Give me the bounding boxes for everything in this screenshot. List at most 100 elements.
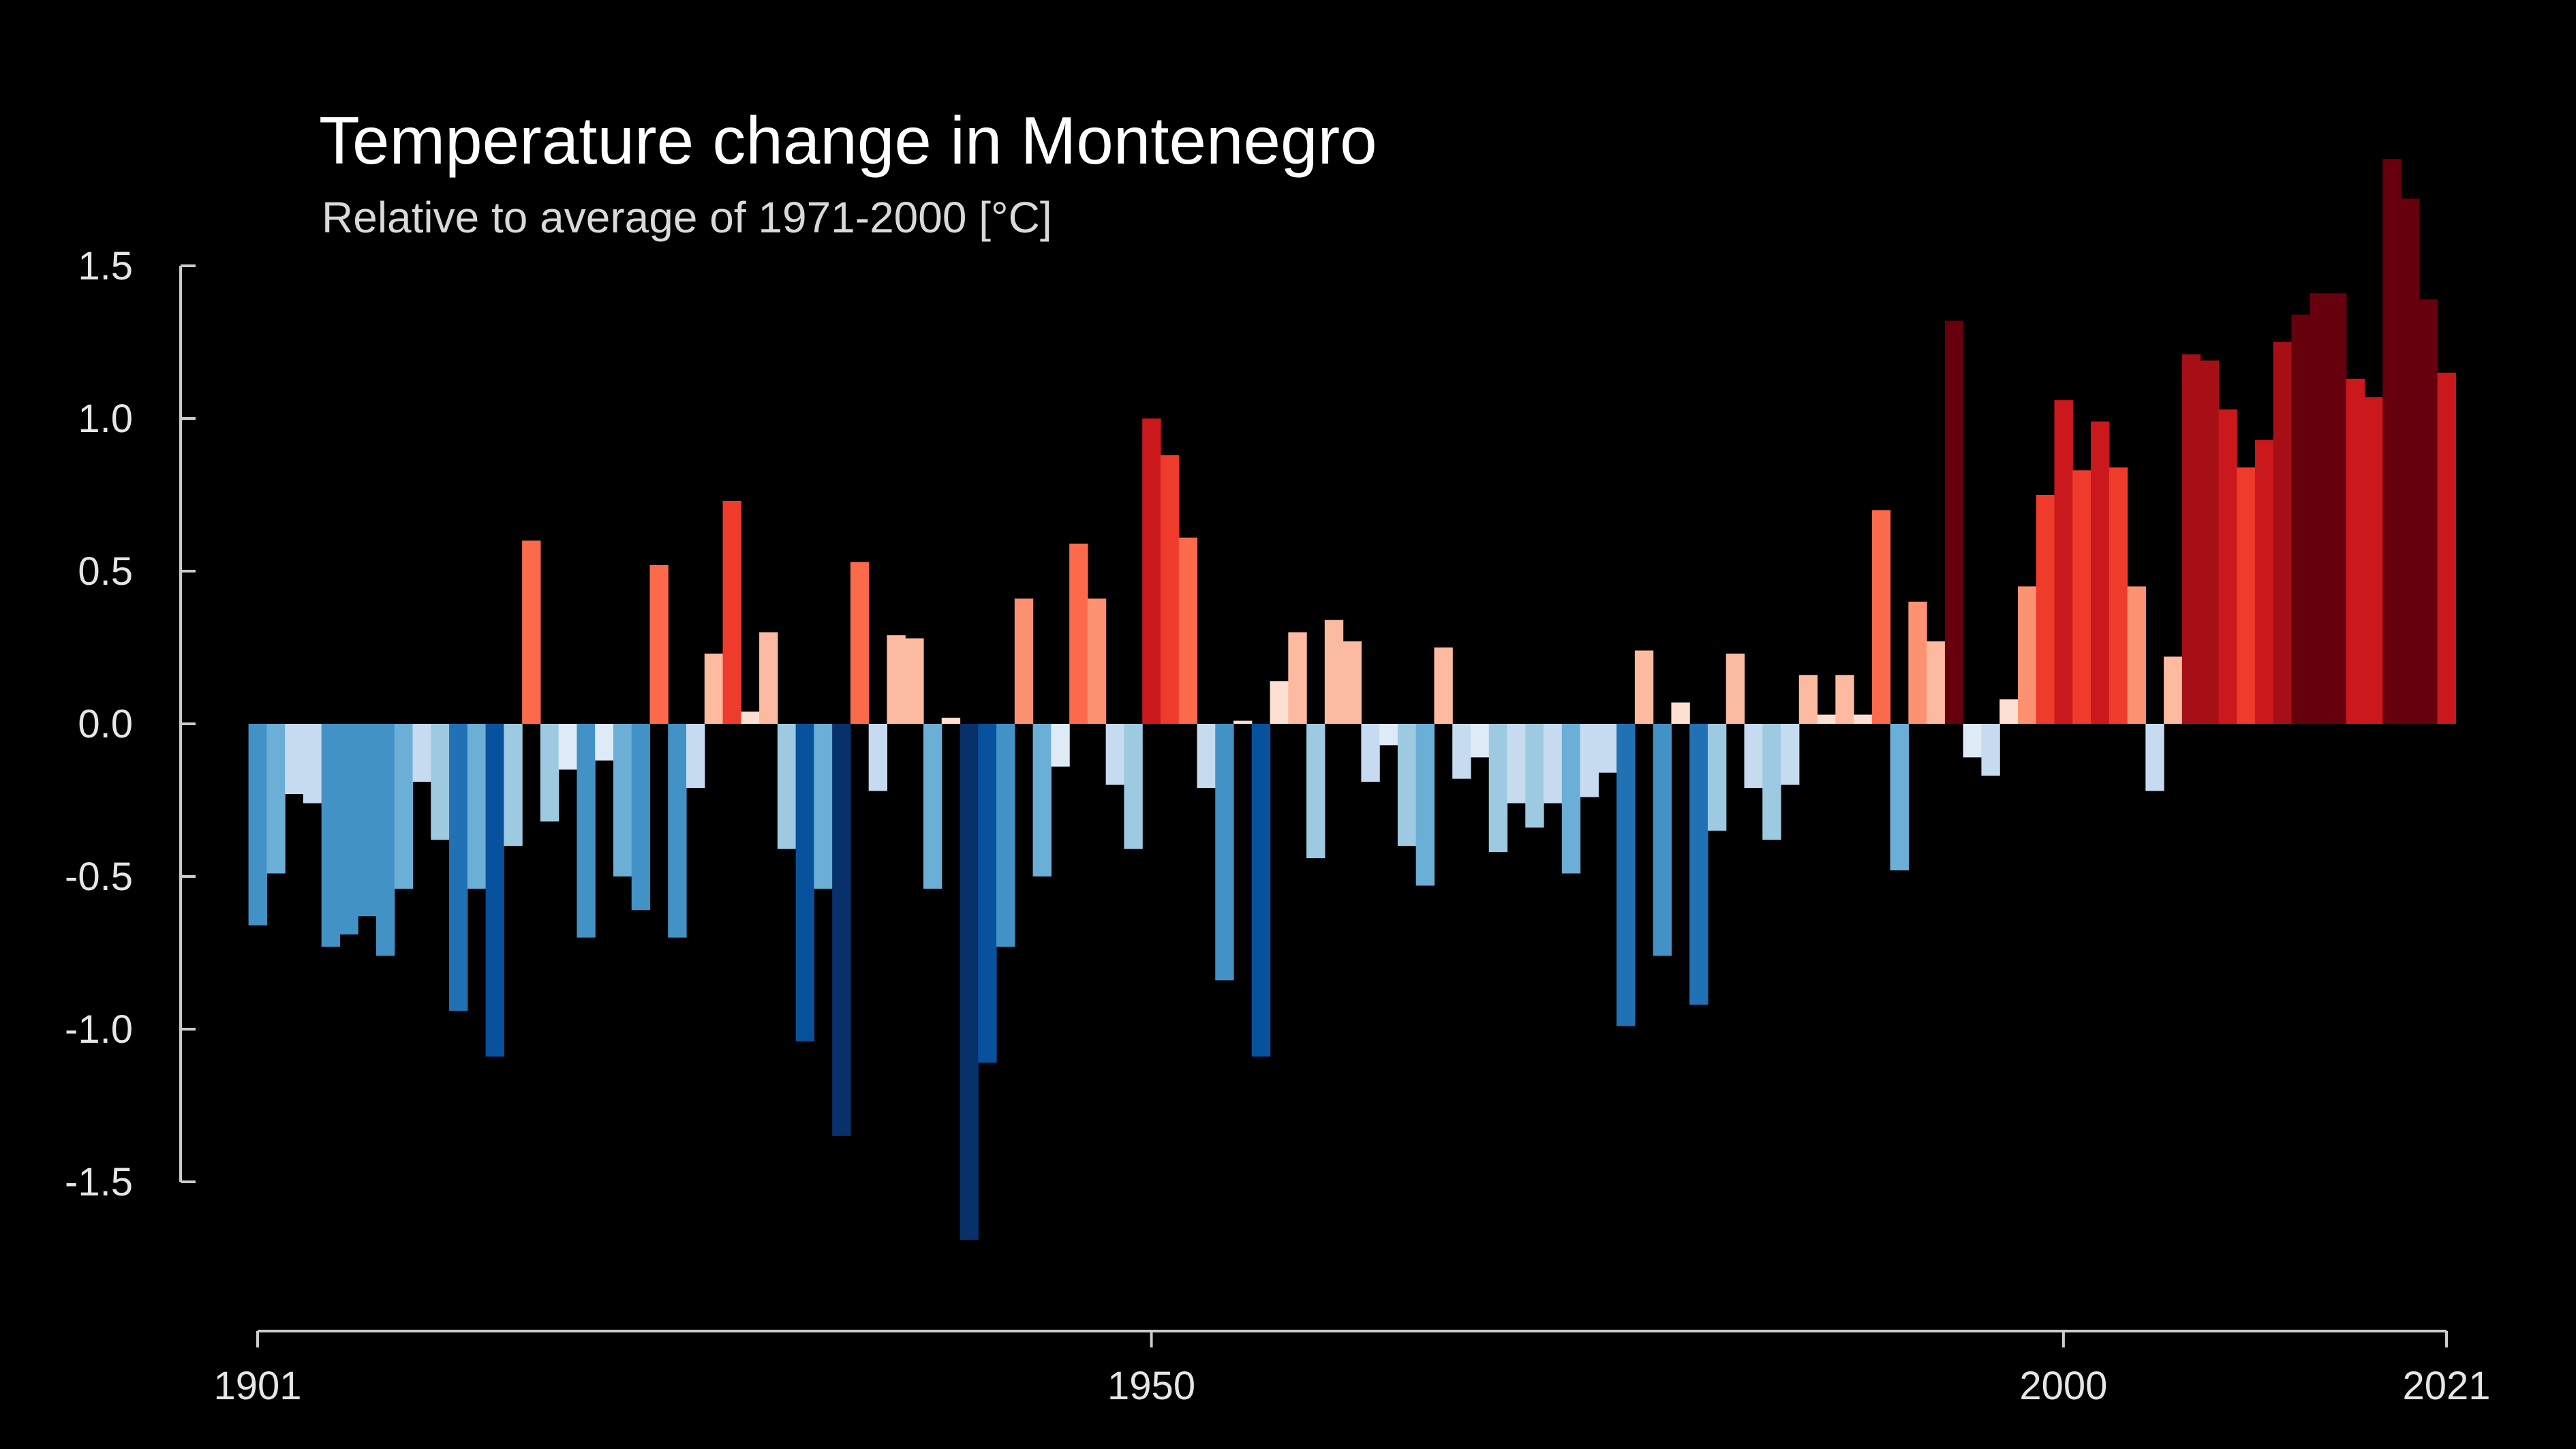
bar-1956	[1251, 724, 1271, 1057]
bar-1932	[814, 724, 833, 889]
bar-1996	[1981, 724, 2000, 776]
bar-2003	[2109, 467, 2128, 724]
bar-1925	[686, 724, 705, 789]
bar-1936	[887, 635, 906, 724]
bars-group	[248, 159, 2456, 1240]
bar-1949	[1124, 724, 1143, 849]
bar-1969	[1488, 724, 1508, 853]
y-tick-label: -0.5	[65, 855, 133, 899]
chart-title: Temperature change in Montenegro	[319, 103, 1377, 178]
bar-1929	[759, 632, 778, 724]
bar-1971	[1525, 724, 1544, 828]
bar-1914	[485, 724, 504, 1057]
bar-1980	[1689, 724, 1708, 1005]
bar-1986	[1798, 675, 1818, 724]
bar-1984	[1762, 724, 1781, 840]
bar-2008	[2200, 360, 2220, 724]
bar-2018	[2382, 159, 2402, 724]
bar-1990	[1871, 510, 1891, 724]
bar-2000	[2054, 400, 2073, 724]
bar-1948	[1105, 724, 1125, 785]
bar-1983	[1744, 724, 1763, 789]
bar-1933	[832, 724, 851, 1136]
bar-1915	[504, 724, 523, 846]
bar-1952	[1178, 537, 1198, 724]
bar-1967	[1452, 724, 1471, 779]
bar-1960	[1324, 620, 1344, 724]
x-tick-label: 1950	[1107, 1364, 1195, 1408]
y-tick-label: 1.0	[78, 397, 133, 441]
bar-1987	[1817, 714, 1836, 724]
bar-1913	[467, 724, 487, 889]
bar-1937	[905, 638, 924, 724]
bar-2006	[2164, 656, 2183, 724]
bar-1906	[339, 724, 358, 935]
bar-1927	[722, 500, 741, 724]
x-tick-label: 2021	[2402, 1364, 2490, 1408]
bar-1997	[1999, 699, 2019, 724]
bar-1966	[1434, 647, 1453, 724]
bar-1901	[248, 724, 267, 926]
bar-1912	[449, 724, 468, 1011]
bar-2011	[2254, 440, 2274, 724]
bar-2017	[2364, 397, 2383, 724]
bar-1938	[923, 724, 942, 889]
bar-2001	[2072, 470, 2091, 724]
x-axis: 1901 1950 2000 2021	[213, 1330, 2491, 1408]
y-tick-label: 0.0	[78, 702, 133, 746]
bar-2021	[2437, 372, 2456, 724]
bar-1970	[1507, 724, 1526, 804]
bar-1907	[358, 724, 377, 917]
bar-1951	[1160, 455, 1180, 724]
bar-1931	[795, 724, 814, 1041]
bar-1921	[613, 724, 632, 876]
bar-1981	[1707, 724, 1727, 831]
bar-1994	[1944, 320, 1964, 724]
bar-1993	[1927, 641, 1946, 724]
bar-1920	[595, 724, 614, 761]
bar-1982	[1726, 653, 1745, 724]
bar-1975	[1598, 724, 1617, 773]
bar-1919	[577, 724, 596, 938]
bar-1964	[1397, 724, 1417, 846]
bar-1979	[1671, 702, 1690, 724]
bar-1958	[1288, 632, 1307, 724]
bar-1940	[960, 724, 979, 1240]
bar-1916	[522, 540, 541, 724]
bar-1911	[431, 724, 450, 840]
bar-2015	[2328, 293, 2347, 724]
bar-2005	[2145, 724, 2164, 791]
y-tick-label: 0.5	[78, 549, 133, 594]
bar-1976	[1616, 724, 1636, 1026]
bar-2004	[2127, 586, 2146, 724]
bar-1957	[1270, 681, 1289, 724]
bar-1905	[321, 724, 341, 947]
bar-1909	[394, 724, 414, 889]
bar-1922	[631, 724, 651, 911]
bar-1955	[1233, 720, 1253, 724]
bar-2020	[2419, 299, 2438, 724]
bar-1954	[1215, 724, 1234, 981]
bar-1991	[1890, 724, 1909, 871]
bar-1923	[649, 565, 669, 724]
bar-1995	[1963, 724, 1982, 758]
bar-1988	[1835, 675, 1854, 724]
bar-1928	[741, 712, 760, 724]
x-tick-label: 1901	[213, 1364, 301, 1408]
bar-1974	[1580, 724, 1599, 797]
bar-1961	[1343, 641, 1362, 724]
bar-1985	[1781, 724, 1800, 785]
y-tick-label: 1.5	[78, 244, 133, 288]
bar-1918	[558, 724, 578, 770]
bar-1942	[996, 724, 1015, 947]
bar-1968	[1470, 724, 1490, 758]
bar-1972	[1544, 724, 1563, 804]
bar-1945	[1051, 724, 1070, 767]
bar-1930	[777, 724, 797, 849]
bar-1998	[2017, 586, 2037, 724]
bar-1917	[540, 724, 559, 822]
bar-1941	[978, 724, 997, 1063]
bar-1903	[285, 724, 304, 795]
y-tick-label: -1.5	[65, 1160, 133, 1204]
bar-1963	[1379, 724, 1398, 746]
